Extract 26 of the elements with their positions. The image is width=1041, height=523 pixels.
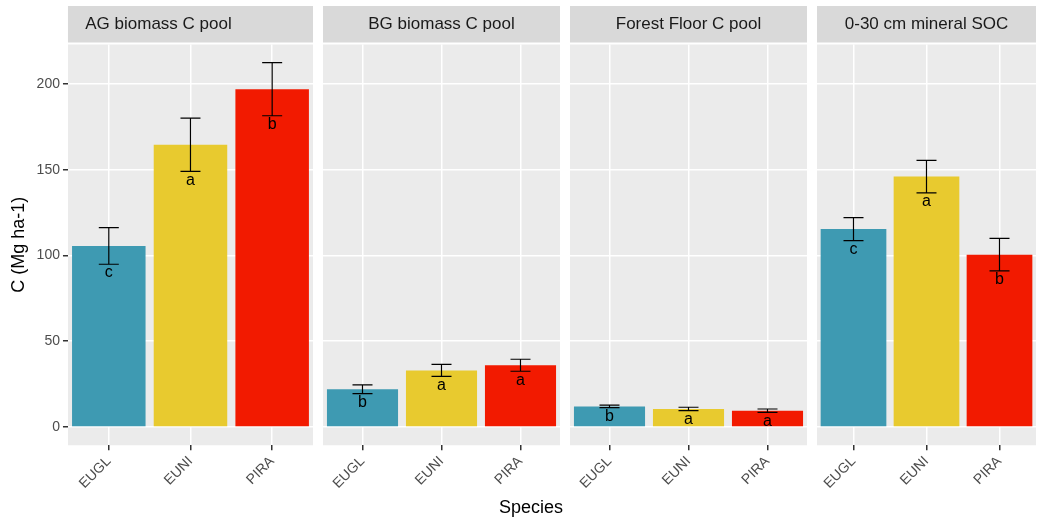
y-axis-title: C (Mg ha-1) <box>7 196 28 293</box>
chart-title: Forest Floor C pool <box>615 13 762 33</box>
chart-title: 0-30 cm mineral SOC <box>844 13 1009 33</box>
annotation: b <box>267 115 277 133</box>
chart-title: AG biomass C pool <box>85 13 232 33</box>
bar <box>72 245 146 427</box>
annotation: b <box>995 270 1005 288</box>
x-axis-title: Species <box>498 497 563 518</box>
y-tick-label: 0 <box>52 417 61 434</box>
y-tick-label: 100 <box>36 246 61 263</box>
y-tick-label: 150 <box>36 160 61 177</box>
bar <box>235 89 309 427</box>
y-tick-label: 200 <box>36 74 61 91</box>
annotation: b <box>358 392 368 410</box>
bar <box>153 144 228 427</box>
annotation: a <box>437 375 447 393</box>
annotation: c <box>104 263 113 281</box>
annotation: a <box>763 411 773 429</box>
annotation: a <box>516 370 526 388</box>
annotation: b <box>605 407 615 425</box>
annotation: c <box>849 239 858 257</box>
annotation: a <box>186 170 196 188</box>
annotation: a <box>684 410 694 428</box>
y-tick-label: 50 <box>44 332 61 349</box>
annotation: a <box>922 192 932 210</box>
chart-title: BG biomass C pool <box>368 13 515 33</box>
